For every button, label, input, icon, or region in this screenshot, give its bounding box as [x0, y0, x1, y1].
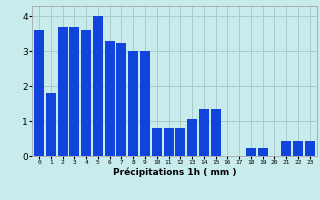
- Bar: [69, 27, 79, 156]
- Bar: [81, 30, 91, 156]
- Bar: [164, 128, 173, 156]
- Bar: [34, 30, 44, 156]
- Bar: [140, 51, 150, 156]
- Bar: [281, 141, 291, 156]
- Bar: [46, 93, 56, 156]
- Bar: [187, 119, 197, 156]
- Bar: [93, 16, 103, 156]
- Bar: [175, 128, 185, 156]
- Bar: [211, 109, 220, 156]
- Bar: [246, 148, 256, 156]
- Bar: [293, 141, 303, 156]
- Bar: [105, 41, 115, 156]
- Bar: [258, 148, 268, 156]
- Bar: [116, 43, 126, 156]
- Bar: [58, 27, 68, 156]
- Bar: [152, 128, 162, 156]
- Bar: [305, 141, 315, 156]
- Bar: [199, 109, 209, 156]
- Bar: [128, 51, 138, 156]
- X-axis label: Précipitations 1h ( mm ): Précipitations 1h ( mm ): [113, 168, 236, 177]
